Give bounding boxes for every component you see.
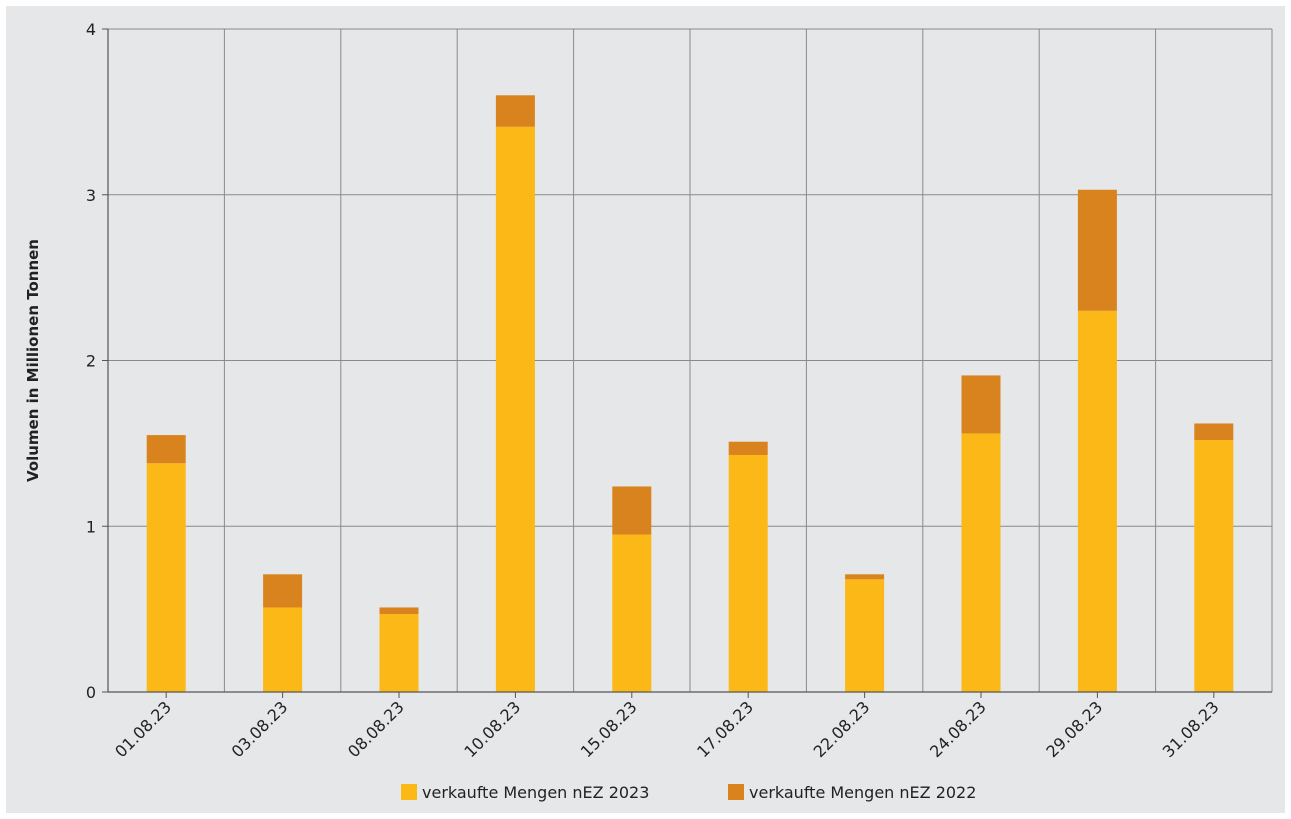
x-tick-label: 31.08.23 xyxy=(1159,697,1223,761)
bar-2022 xyxy=(612,486,652,535)
grid-layer xyxy=(108,28,1273,692)
bar-2023 xyxy=(612,534,652,692)
legend-label: verkaufte Mengen nEZ 2022 xyxy=(749,783,976,802)
bar-2023 xyxy=(1194,440,1234,692)
x-tick-label: 03.08.23 xyxy=(228,697,292,761)
x-tick-label: 01.08.23 xyxy=(111,697,175,761)
legend-swatch xyxy=(401,784,417,800)
stacked-bar-chart: 0 1 2 3 4 01.08.23 03.08.23 08.08.23 10.08.23 15.… xyxy=(24,20,1273,802)
legend-label: verkaufte Mengen nEZ 2023 xyxy=(422,783,649,802)
bar-2022 xyxy=(1077,189,1117,311)
bar-2022 xyxy=(146,435,186,464)
bar-2023 xyxy=(961,433,1001,692)
y-tick-label: 3 xyxy=(86,186,96,205)
bar-2023 xyxy=(263,607,303,692)
legend-swatch xyxy=(728,784,744,800)
bar-2022 xyxy=(1194,423,1234,441)
y-axis-title: Volumen in Millionen Tonnen xyxy=(24,239,42,482)
x-tick-label: 17.08.23 xyxy=(693,697,757,761)
bar-2023 xyxy=(728,454,768,692)
x-tick-label: 10.08.23 xyxy=(460,697,524,761)
legend: verkaufte Mengen nEZ 2023 verkaufte Menge… xyxy=(401,783,976,802)
bar-2022 xyxy=(263,574,303,608)
chart-panel: 0 1 2 3 4 01.08.23 03.08.23 08.08.23 10.08.23 15.… xyxy=(6,6,1285,813)
bar-2023 xyxy=(495,126,535,693)
y-tick-label: 4 xyxy=(86,20,96,39)
y-tick-label: 0 xyxy=(86,683,96,702)
bar-2023 xyxy=(845,579,885,692)
bar-2022 xyxy=(845,574,885,580)
x-tick-label: 22.08.23 xyxy=(810,697,874,761)
y-tick-label: 1 xyxy=(86,517,96,536)
x-tick-label: 08.08.23 xyxy=(344,697,408,761)
bar-2022 xyxy=(961,375,1001,434)
bar-2022 xyxy=(728,441,768,455)
x-tick-label: 29.08.23 xyxy=(1042,697,1106,761)
x-tick-label: 24.08.23 xyxy=(926,697,990,761)
bar-2022 xyxy=(379,607,419,615)
x-tick-label: 15.08.23 xyxy=(577,697,641,761)
bar-2023 xyxy=(1077,310,1117,692)
bar-layer xyxy=(146,95,1234,693)
bar-2023 xyxy=(379,614,419,692)
bar-2022 xyxy=(495,95,535,127)
y-tick-label: 2 xyxy=(86,352,96,371)
bar-2023 xyxy=(146,463,186,692)
